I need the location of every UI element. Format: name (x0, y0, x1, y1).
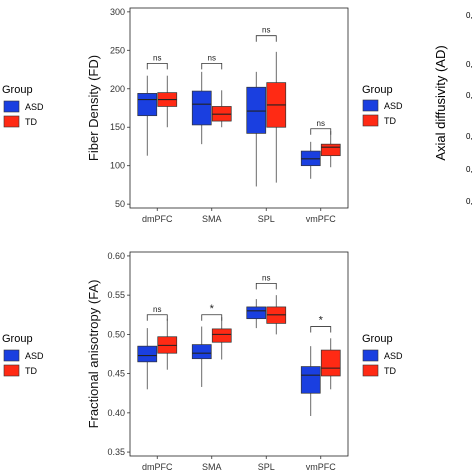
significance-bracket (255, 35, 277, 42)
significance-label: ns (153, 305, 161, 314)
y-tick-label: 0.45 (107, 369, 125, 379)
y-tick-label: 100 (110, 161, 125, 171)
y-tick-label: 0.40 (107, 408, 125, 418)
x-tick-label: vmPFC (306, 214, 336, 224)
box-td (320, 143, 341, 157)
legend-title: Group (2, 333, 33, 345)
y-tick-label: 0.50 (107, 329, 125, 339)
box-asd (191, 90, 212, 126)
legend-top-right: Group ASD TD (362, 84, 403, 127)
legend-label-asd: ASD (384, 351, 403, 361)
legend-label-td: TD (384, 116, 396, 126)
plot-frame (129, 251, 349, 457)
significance-label: ns (153, 53, 161, 62)
legend-title: Group (362, 333, 393, 345)
legend-label-td: TD (25, 366, 37, 376)
tick-fragment: 0, (466, 132, 473, 141)
tick-fragment: 0, (466, 60, 473, 69)
significance-bracket (146, 62, 168, 70)
y-tick-label: 200 (110, 84, 125, 94)
axial-diffusivity-fragment: Axial diffusivity (AD) 0, 0, 0, 0, 0, 0, (433, 11, 473, 206)
legend-label-td: TD (384, 366, 396, 376)
y-tick-label: 0.35 (107, 447, 125, 457)
plot-frame (129, 7, 349, 209)
y-tick-label: 150 (110, 122, 125, 132)
significance-bracket (201, 314, 223, 321)
significance-bracket (310, 326, 332, 333)
tick-fragment: 0, (466, 91, 473, 100)
y-tick-label: 50 (115, 199, 125, 209)
x-tick-label: dmPFC (142, 214, 173, 224)
x-tick-label: vmPFC (306, 462, 336, 472)
legend-title: Group (2, 84, 33, 96)
y-tick-label: 0.55 (107, 290, 125, 300)
significance-bracket (201, 62, 223, 70)
legend-label-td: TD (25, 117, 37, 127)
legend-bottom-left: Group ASD TD (2, 333, 44, 377)
x-tick-label: SMA (202, 214, 222, 224)
box-td (211, 328, 232, 343)
significance-label: * (210, 303, 215, 315)
legend-swatch-td (362, 364, 379, 377)
box-asd (246, 86, 267, 134)
box-asd (300, 366, 321, 394)
y-tick-label: 0.60 (107, 251, 125, 261)
legend-swatch-asd (362, 349, 379, 362)
legend-label-asd: ASD (384, 101, 403, 111)
legend-bottom-right: Group ASD TD (362, 333, 403, 377)
axis-title-ad: Axial diffusivity (AD) (433, 45, 448, 160)
significance-bracket (255, 282, 277, 290)
legend-swatch-td (362, 114, 379, 127)
significance-label: ns (208, 53, 216, 62)
legend-title: Group (362, 84, 393, 96)
box-asd (191, 344, 212, 360)
x-tick-label: SPL (258, 462, 275, 472)
tick-fragment: 0, (466, 165, 473, 174)
significance-label: ns (262, 273, 270, 282)
legend-swatch-td (3, 364, 20, 377)
legend-label-asd: ASD (25, 351, 44, 361)
legend-swatch-td (3, 115, 20, 128)
box-asd (137, 93, 158, 117)
y-axis-title: Fiber Density (FD) (86, 55, 101, 161)
legend-swatch-asd (362, 99, 379, 112)
legend-top-left: Group ASD TD (2, 84, 44, 128)
box-td (320, 349, 341, 377)
legend-swatch-asd (3, 100, 20, 113)
fractional-anisotropy-chart: 0.35 0.40 0.45 0.50 0.55 0.60 Fractional aniso… (86, 251, 349, 472)
y-axis-title: Fractional anisotropy (FA) (86, 280, 101, 429)
significance-label: ns (317, 119, 325, 128)
legend-label-asd: ASD (25, 102, 44, 112)
fiber-density-chart: 50 100 150 200 250 300 Fiber Density (FD) dmPFC… (86, 7, 349, 224)
x-tick-label: dmPFC (142, 462, 173, 472)
tick-fragment: 0, (466, 11, 473, 20)
significance-bracket (310, 128, 332, 135)
significance-bracket (146, 314, 168, 321)
y-tick-label: 300 (110, 7, 125, 17)
box-asd (246, 306, 267, 320)
y-tick-label: 250 (110, 45, 125, 55)
x-tick-label: SPL (258, 214, 275, 224)
box-asd (137, 345, 158, 363)
x-tick-label: SMA (202, 462, 222, 472)
legend-swatch-asd (3, 349, 20, 362)
tick-fragment: 0, (466, 197, 473, 206)
significance-label: ns (262, 26, 270, 35)
significance-label: * (319, 315, 324, 327)
